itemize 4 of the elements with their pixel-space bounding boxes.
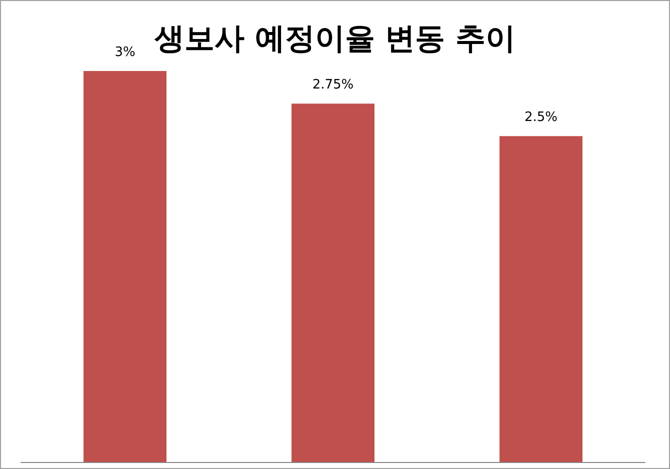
data-label: 3% (114, 45, 136, 60)
data-label: 2.75% (312, 78, 354, 93)
data-label: 2.5% (524, 110, 558, 126)
chart-title: 생보사 예정이율 변동 추이 (153, 22, 516, 56)
